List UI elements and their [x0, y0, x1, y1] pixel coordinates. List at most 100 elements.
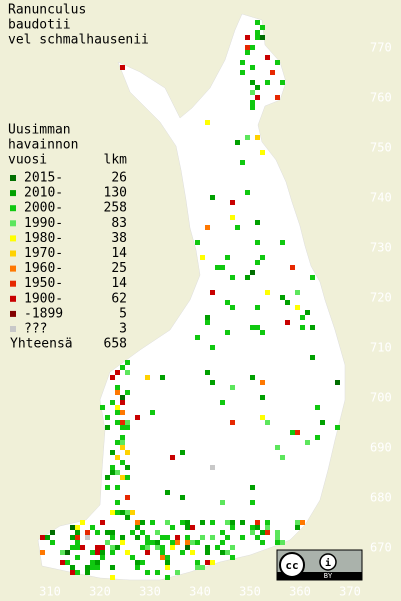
observation-square [245, 50, 250, 55]
legend-count: 26 [111, 171, 127, 186]
observation-square [125, 360, 130, 365]
legend-swatch [10, 220, 16, 227]
observation-square [280, 455, 285, 460]
observation-square [255, 30, 260, 35]
observation-square [105, 475, 110, 480]
observation-square [195, 560, 200, 565]
legend-swatch [10, 235, 16, 242]
observation-square [190, 540, 195, 545]
observation-square [125, 495, 130, 500]
grid-x-label: 340 [189, 585, 211, 599]
observation-square [40, 535, 45, 540]
observation-square [150, 520, 155, 525]
legend-swatch [10, 295, 16, 302]
observation-square [200, 520, 205, 525]
observation-square [250, 45, 255, 50]
observation-square [115, 485, 120, 490]
legend-label: 2015- [24, 171, 63, 186]
observation-square [165, 535, 170, 540]
observation-square [220, 530, 225, 535]
legend-count: 5 [119, 306, 127, 321]
observation-square [250, 65, 255, 70]
observation-square [240, 520, 245, 525]
observation-square [165, 565, 170, 570]
observation-square [120, 475, 125, 480]
observation-square [225, 550, 230, 555]
observation-square [120, 535, 125, 540]
observation-square [115, 405, 120, 410]
observation-square [170, 455, 175, 460]
observation-square [100, 545, 105, 550]
observation-square [250, 80, 255, 85]
legend-count: 83 [111, 216, 127, 231]
observation-square [120, 435, 125, 440]
observation-square [285, 300, 290, 305]
observation-square [140, 530, 145, 535]
observation-square [205, 550, 210, 555]
observation-square [80, 545, 85, 550]
observation-square [105, 425, 110, 430]
observation-square [200, 565, 205, 570]
observation-square [85, 570, 90, 575]
legend-count: 14 [111, 246, 127, 261]
observation-square [210, 560, 215, 565]
observation-square [100, 555, 105, 560]
legend-label: 1900- [24, 291, 63, 306]
observation-square [95, 545, 100, 550]
observation-square [220, 265, 225, 270]
observation-square [110, 450, 115, 455]
legend-count: 14 [111, 276, 127, 291]
observation-square [120, 445, 125, 450]
observation-square [85, 535, 90, 540]
legend-header: lkm [104, 153, 128, 168]
observations [40, 20, 340, 580]
observation-square [230, 525, 235, 530]
observation-square [65, 560, 70, 565]
observation-square [90, 550, 95, 555]
observation-square [120, 540, 125, 545]
observation-square [175, 535, 180, 540]
observation-square [255, 525, 260, 530]
observation-square [260, 330, 265, 335]
observation-square [260, 25, 265, 30]
observation-square [200, 255, 205, 260]
observation-square [255, 220, 260, 225]
observation-square [210, 345, 215, 350]
observation-square [235, 225, 240, 230]
observation-square [260, 415, 265, 420]
observation-square [110, 550, 115, 555]
observation-square [115, 470, 120, 475]
legend-total-label: Yhteensä [10, 337, 73, 352]
legend-label: ??? [24, 322, 47, 337]
grid-x-label: 360 [289, 585, 311, 599]
grid-y-label: 770 [370, 41, 392, 55]
observation-square [280, 240, 285, 245]
observation-square [110, 465, 115, 470]
grid-x-label: 350 [239, 585, 261, 599]
observation-square [225, 255, 230, 260]
grid-y-label: 710 [370, 341, 392, 355]
observation-square [115, 410, 120, 415]
observation-square [135, 560, 140, 565]
observation-square [210, 465, 215, 470]
observation-square [120, 510, 125, 515]
observation-square [255, 520, 260, 525]
observation-square [95, 560, 100, 565]
observation-square [180, 520, 185, 525]
observation-square [245, 35, 250, 40]
observation-square [240, 60, 245, 65]
legend-count: 258 [104, 201, 127, 216]
observation-square [70, 545, 75, 550]
observation-square [195, 240, 200, 245]
legend-swatch [10, 190, 16, 197]
observation-square [190, 525, 195, 530]
observation-square [115, 545, 120, 550]
observation-square [220, 400, 225, 405]
observation-square [115, 370, 120, 375]
observation-square [110, 545, 115, 550]
observation-square [265, 525, 270, 530]
observation-square [185, 545, 190, 550]
observation-square [260, 530, 265, 535]
observation-square [250, 500, 255, 505]
observation-square [195, 335, 200, 340]
